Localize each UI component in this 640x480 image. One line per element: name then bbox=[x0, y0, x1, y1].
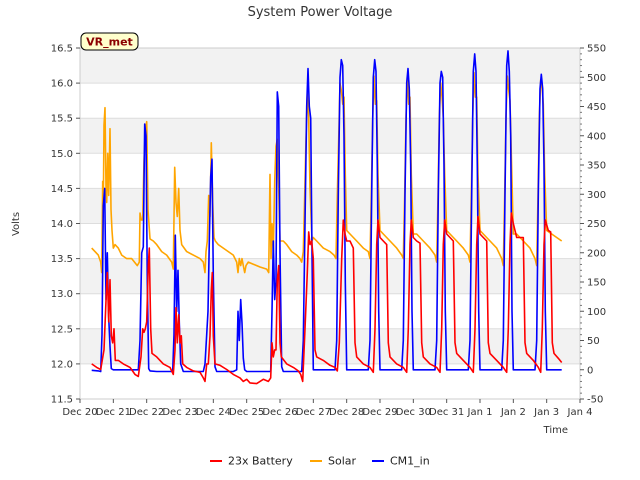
y-right-tick-label: 250 bbox=[587, 219, 606, 230]
legend-label-solar: Solar bbox=[328, 455, 357, 468]
series-line-23x-battery bbox=[91, 212, 563, 385]
legend-label-cm1-in: CM1_in bbox=[390, 455, 430, 468]
y-right-tick-label: 300 bbox=[587, 190, 606, 201]
legend: 23x Battery Solar CM1_in bbox=[210, 455, 430, 468]
x-tick-label: Dec 23 bbox=[162, 407, 197, 418]
x-tick-label: Jan 3 bbox=[533, 407, 559, 418]
y-left-tick-label: 15.0 bbox=[51, 149, 73, 160]
x-tick-label: Dec 24 bbox=[196, 407, 231, 418]
x-axis-title: Time bbox=[543, 425, 568, 436]
background-band bbox=[80, 48, 580, 84]
y-left-tick-label: 12.5 bbox=[51, 324, 73, 335]
y-right-tick-label: 450 bbox=[587, 102, 606, 113]
y-right-tick-label: 400 bbox=[587, 131, 606, 142]
x-tick-label: Jan 1 bbox=[467, 407, 493, 418]
series-line-cm1-in bbox=[91, 50, 562, 373]
x-tick-label: Dec 20 bbox=[62, 407, 97, 418]
x-tick-label: Dec 30 bbox=[396, 407, 431, 418]
x-tick-label: Dec 31 bbox=[429, 407, 464, 418]
y-left-tick-label: 14.5 bbox=[51, 184, 73, 195]
y-right-tick-label: 100 bbox=[587, 307, 606, 318]
background-band bbox=[80, 328, 580, 364]
x-tick-label: Dec 26 bbox=[262, 407, 297, 418]
y-left-tick-label: 16.0 bbox=[51, 79, 73, 90]
y-axis-left: 11.5 12.0 12.5 13.0 13.5 14.0 14.5 15.0 15.5 16.0… bbox=[51, 44, 80, 406]
vr-met-badge-label: VR_met bbox=[86, 36, 133, 49]
x-tick-label: Dec 28 bbox=[329, 407, 364, 418]
y-right-tick-label: 200 bbox=[587, 248, 606, 259]
legend-label-23x-battery: 23x Battery bbox=[228, 455, 293, 468]
x-tick-label: Dec 27 bbox=[296, 407, 331, 418]
y-axis-right: -50 0 50 100 150 200 250 300 350 400 450 500 550 bbox=[580, 44, 606, 406]
y-left-tick-label: 12.0 bbox=[51, 359, 73, 370]
background-band bbox=[80, 118, 580, 154]
plot-background-bands bbox=[80, 48, 580, 364]
y-left-tick-label: 14.0 bbox=[51, 219, 73, 230]
series-line-solar bbox=[91, 71, 563, 274]
y-right-tick-label: 500 bbox=[587, 73, 606, 84]
y-left-tick-label: 16.5 bbox=[51, 44, 73, 55]
series-layer bbox=[91, 50, 563, 385]
x-tick-label: Dec 29 bbox=[362, 407, 397, 418]
x-tick-label: Dec 21 bbox=[96, 407, 131, 418]
background-band bbox=[80, 258, 580, 294]
chart-title: System Power Voltage bbox=[248, 5, 393, 20]
x-tick-label: Dec 22 bbox=[129, 407, 164, 418]
y-left-tick-label: 13.5 bbox=[51, 254, 73, 265]
y-left-tick-label: 11.5 bbox=[51, 395, 73, 406]
y-right-tick-label: 0 bbox=[587, 365, 593, 376]
x-tick-label: Jan 2 bbox=[500, 407, 526, 418]
y-right-tick-label: -50 bbox=[587, 395, 603, 406]
y-left-tick-label: 13.0 bbox=[51, 289, 73, 300]
y-left-tick-label: 15.5 bbox=[51, 114, 73, 125]
y-right-tick-label: 550 bbox=[587, 44, 606, 55]
x-tick-label: Dec 25 bbox=[229, 407, 264, 418]
background-band bbox=[80, 188, 580, 224]
gridlines bbox=[80, 47, 580, 400]
y-right-tick-label: 150 bbox=[587, 278, 606, 289]
y-axis-title: Volts bbox=[11, 212, 22, 236]
y-right-tick-label: 50 bbox=[587, 336, 600, 347]
x-tick-label: Jan 4 bbox=[567, 407, 593, 418]
y-right-tick-label: 350 bbox=[587, 161, 606, 172]
vr-met-badge: VR_met bbox=[80, 32, 139, 51]
